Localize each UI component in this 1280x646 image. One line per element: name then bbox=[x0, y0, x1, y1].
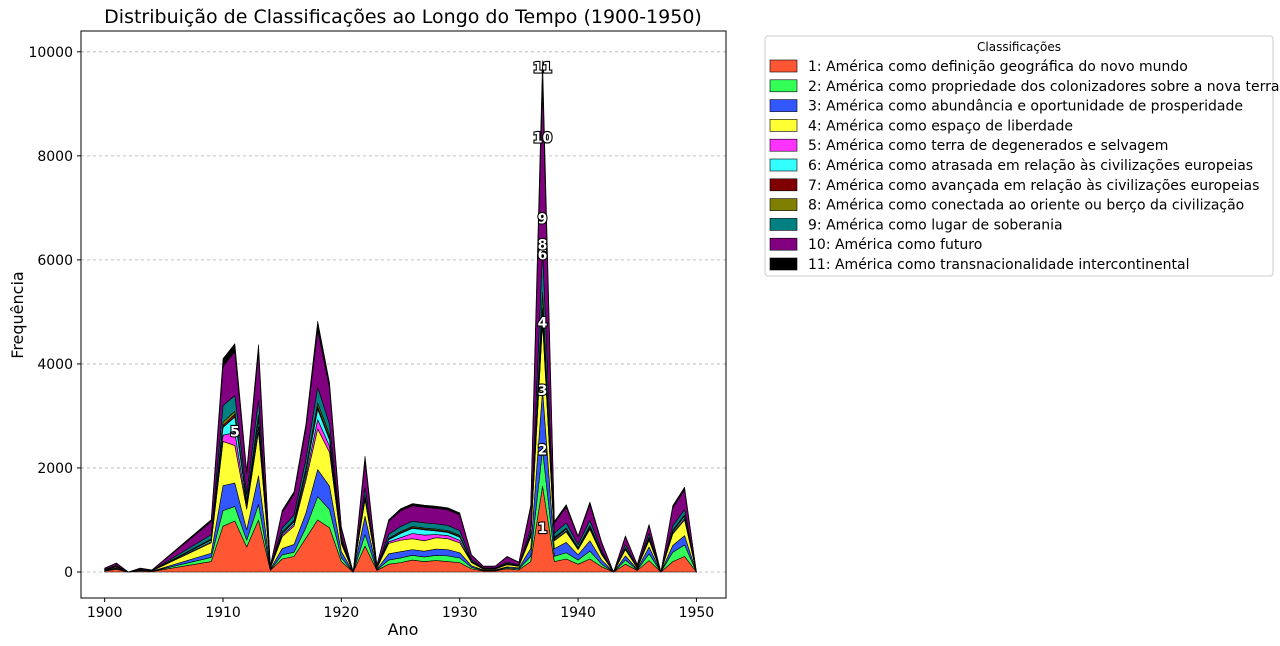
legend-swatch bbox=[769, 79, 798, 93]
y-tick-label: 2000 bbox=[37, 461, 73, 477]
y-tick-label: 6000 bbox=[37, 253, 73, 269]
legend-frame bbox=[764, 35, 1274, 277]
area-series-10 bbox=[104, 83, 697, 573]
legend-item-label: 6: América como atrasada em relação às c… bbox=[808, 158, 1253, 174]
legend: Classificações 1: América como definição… bbox=[764, 35, 1280, 277]
legend-item-label: 11: América como transnacionalidade inte… bbox=[808, 257, 1190, 273]
x-tick-label: 1930 bbox=[442, 605, 478, 621]
x-tick-label: 1940 bbox=[560, 605, 596, 621]
y-tick-label: 4000 bbox=[37, 357, 73, 373]
x-tick-label: 1950 bbox=[679, 605, 715, 621]
y-tick-label: 10000 bbox=[28, 45, 73, 61]
legend-title: Classificações bbox=[977, 40, 1061, 54]
band-label: 10 bbox=[533, 131, 553, 147]
area-series bbox=[104, 60, 697, 573]
y-tick-label: 0 bbox=[64, 565, 73, 581]
legend-item-label: 8: América como conectada ao oriente ou … bbox=[808, 198, 1244, 214]
legend-item-label: 2: América como propriedade dos coloniza… bbox=[808, 79, 1280, 95]
band-labels: 1 2 3 4 5 68 9 10 11 bbox=[229, 59, 554, 538]
legend-item-label: 5: América como terra de degenerados e s… bbox=[808, 138, 1168, 154]
band-label: 6 bbox=[538, 248, 548, 264]
legend-swatch bbox=[769, 257, 798, 271]
legend-swatch bbox=[769, 138, 798, 152]
band-label: 9 bbox=[538, 211, 548, 227]
legend-swatch bbox=[769, 99, 798, 112]
legend-item-label: 1: América como definição geográfica do … bbox=[808, 59, 1188, 75]
legend-item-label: 3: América como abundância e oportunidad… bbox=[808, 99, 1243, 115]
band-label: 4 bbox=[538, 315, 548, 331]
x-tick-label: 1910 bbox=[205, 605, 241, 621]
band-label: 2 bbox=[538, 443, 548, 459]
band-label: 5 bbox=[230, 425, 240, 441]
y-axis-label: Frequência bbox=[8, 271, 27, 358]
legend-item-label: 7: América como avançada em relação às c… bbox=[808, 178, 1259, 194]
legend-item-label: 9: América como lugar de soberania bbox=[808, 217, 1063, 233]
x-tick-label: 1920 bbox=[324, 605, 360, 621]
x-tick-label: 1900 bbox=[87, 605, 123, 621]
area-series-11 bbox=[104, 60, 697, 573]
band-label: 3 bbox=[538, 383, 548, 399]
x-axis-label: Ano bbox=[388, 620, 419, 639]
legend-item-label: 4: América como espaço de liberdade bbox=[808, 118, 1073, 134]
legend-swatch bbox=[769, 218, 798, 231]
band-label: 8 bbox=[538, 237, 548, 253]
grid bbox=[81, 51, 726, 573]
legend-swatch bbox=[769, 59, 798, 73]
legend-item-label: 10: América como futuro bbox=[808, 237, 982, 253]
legend-swatch bbox=[769, 198, 798, 211]
legend-swatch bbox=[769, 237, 798, 251]
chart-title: Distribuição de Classificações ao Longo … bbox=[104, 6, 702, 28]
band-label: 11 bbox=[533, 60, 552, 76]
legend-swatch bbox=[769, 178, 798, 192]
band-label: 1 bbox=[538, 521, 548, 537]
y-tick-label: 8000 bbox=[37, 149, 73, 165]
legend-swatch bbox=[769, 158, 798, 172]
legend-swatch bbox=[769, 119, 798, 132]
plot-frame bbox=[80, 30, 727, 599]
legend-items: 1: América como definição geográfica do … bbox=[769, 59, 1280, 273]
